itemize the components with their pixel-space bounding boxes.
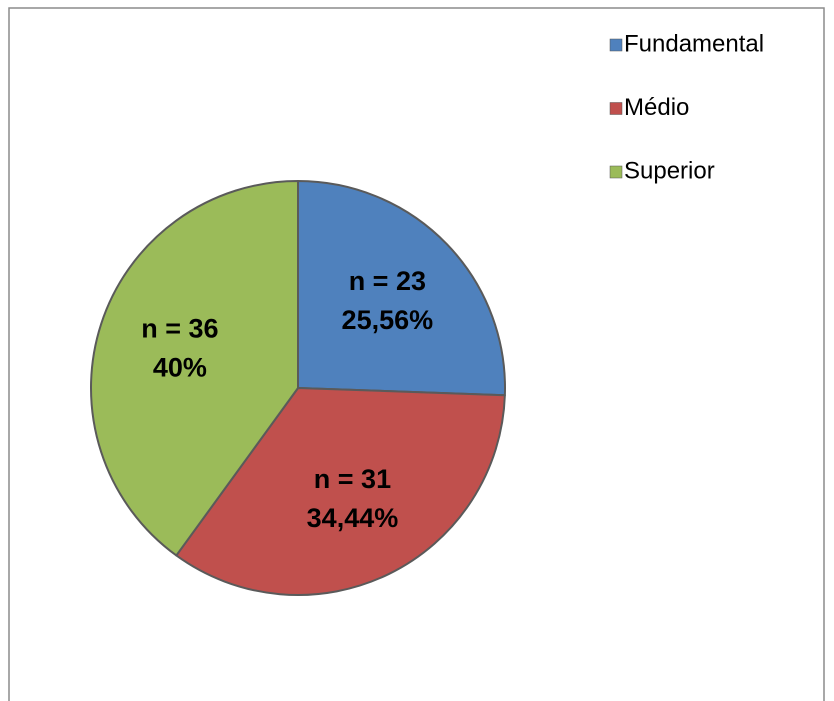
legend: Fundamental Médio Superior bbox=[609, 30, 764, 184]
data-label: 40% bbox=[153, 353, 207, 383]
data-label: n = 36 bbox=[141, 314, 218, 344]
data-label: 34,44% bbox=[307, 503, 399, 533]
legend-label: Superior bbox=[624, 157, 715, 184]
data-label: n = 31 bbox=[314, 464, 391, 494]
legend-label: Médio bbox=[624, 94, 689, 121]
data-label: n = 23 bbox=[349, 266, 426, 296]
legend-swatch bbox=[609, 102, 623, 115]
pie-slice bbox=[297, 180, 506, 397]
legend-swatch bbox=[609, 38, 623, 52]
pie-slice bbox=[175, 387, 506, 596]
pie: n = 23 25,56% n = 31 34,44% n = 36 40% bbox=[90, 180, 506, 596]
legend-swatch bbox=[609, 165, 623, 179]
legend-label: Fundamental bbox=[624, 30, 764, 57]
chart-frame bbox=[8, 7, 825, 701]
data-label: 25,56% bbox=[342, 305, 434, 335]
pie-slice bbox=[90, 180, 299, 557]
